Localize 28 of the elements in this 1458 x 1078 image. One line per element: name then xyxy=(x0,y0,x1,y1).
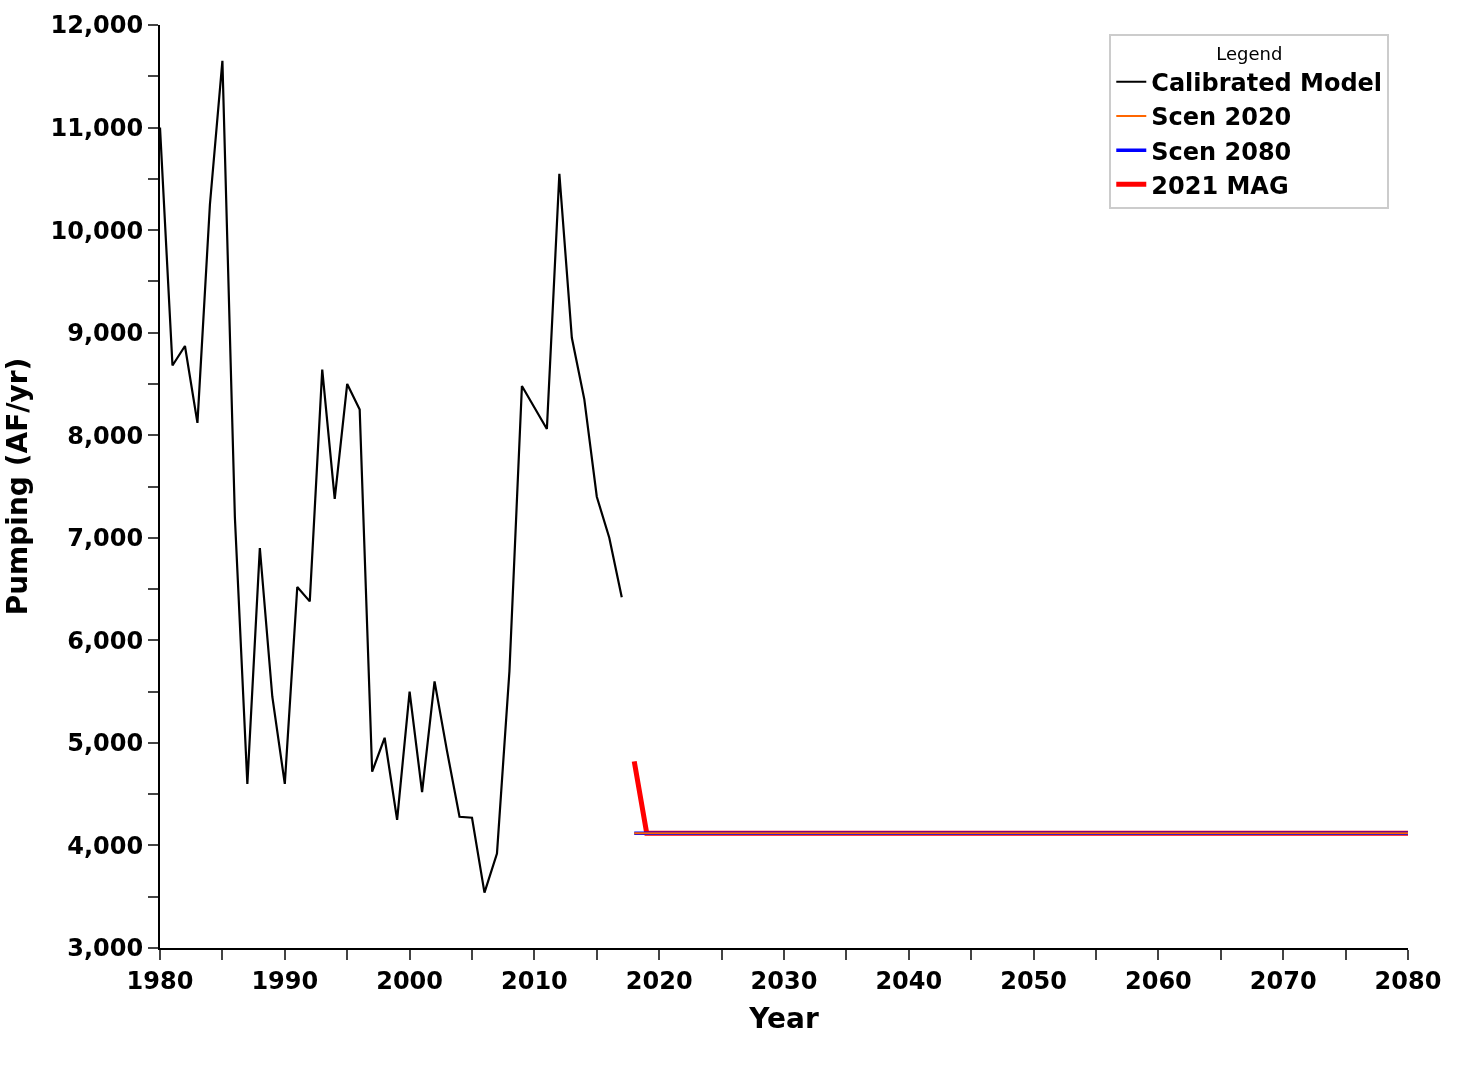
legend-label: Scen 2020 xyxy=(1151,103,1292,132)
y-tick-label: 4,000 xyxy=(67,831,144,860)
legend-label: 2021 MAG xyxy=(1151,171,1289,200)
x-tick-label: 2050 xyxy=(1000,966,1067,995)
y-tick-label: 3,000 xyxy=(67,934,144,963)
x-tick-label: 2070 xyxy=(1249,966,1317,995)
y-tick-label: 5,000 xyxy=(67,729,144,758)
legend-label: Scen 2080 xyxy=(1151,137,1292,166)
x-tick-label: 2030 xyxy=(750,966,818,995)
x-tick-label: 2020 xyxy=(625,966,693,995)
y-tick-label: 10,000 xyxy=(50,216,144,245)
x-tick-label: 2000 xyxy=(376,966,443,995)
y-tick-label: 6,000 xyxy=(67,626,144,655)
legend-title: Legend xyxy=(1216,42,1283,64)
legend-label: Calibrated Model xyxy=(1151,69,1383,98)
y-tick-label: 12,000 xyxy=(50,11,144,40)
x-tick-label: 2060 xyxy=(1125,966,1192,995)
x-tick-label: 1990 xyxy=(251,966,319,995)
y-tick-label: 11,000 xyxy=(50,113,144,142)
x-tick-label: 1980 xyxy=(126,966,194,995)
x-tick-label: 2010 xyxy=(501,966,568,995)
y-tick-label: 7,000 xyxy=(67,524,144,553)
y-tick-label: 9,000 xyxy=(67,319,144,348)
y-axis-title: Pumping (AF/yr) xyxy=(0,357,34,616)
x-axis-title: Year xyxy=(748,1002,819,1036)
x-tick-label: 2040 xyxy=(875,966,943,995)
y-tick-label: 8,000 xyxy=(67,421,144,450)
x-tick-label: 2080 xyxy=(1374,966,1442,995)
